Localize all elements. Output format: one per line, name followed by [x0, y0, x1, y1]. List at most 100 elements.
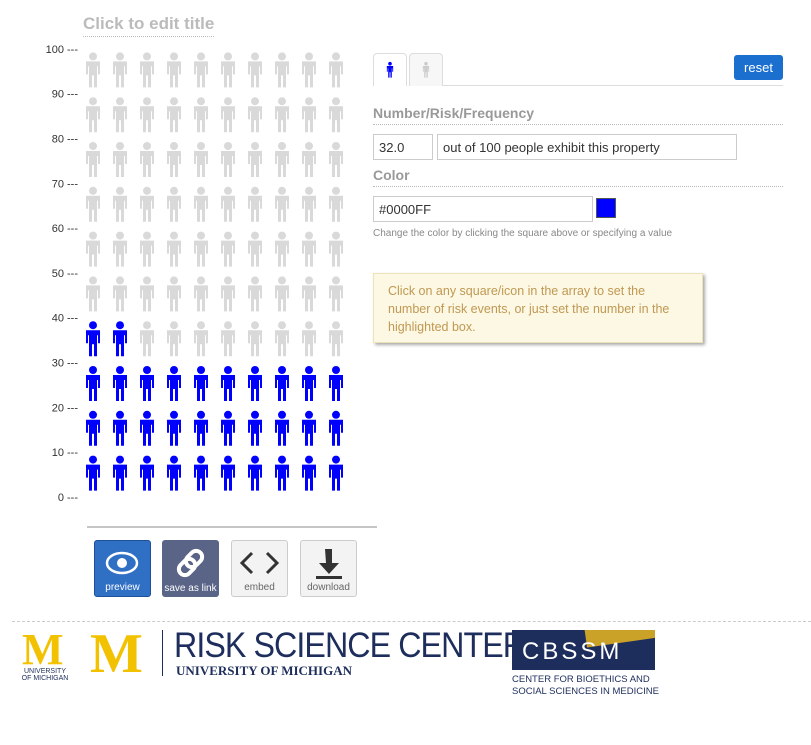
person-icon[interactable] — [221, 366, 235, 401]
person-icon[interactable] — [248, 97, 262, 133]
person-icon[interactable] — [113, 52, 127, 88]
person-icon[interactable] — [86, 410, 100, 446]
person-icon[interactable] — [221, 410, 235, 446]
person-icon[interactable] — [302, 52, 316, 88]
person-icon[interactable] — [113, 321, 127, 357]
person-icon[interactable] — [113, 186, 127, 222]
person-icon[interactable] — [302, 97, 316, 133]
person-icon[interactable] — [140, 142, 154, 177]
person-icon[interactable] — [167, 52, 181, 88]
person-icon[interactable] — [302, 455, 316, 491]
person-icon[interactable] — [86, 97, 100, 133]
color-input[interactable]: #0000FF — [373, 196, 593, 222]
tab-inactive[interactable] — [409, 53, 443, 86]
person-icon[interactable] — [140, 231, 154, 267]
preview-button[interactable]: preview — [94, 540, 151, 597]
person-icon[interactable] — [113, 410, 127, 446]
person-icon[interactable] — [140, 321, 154, 357]
person-icon[interactable] — [275, 276, 289, 312]
person-icon[interactable] — [86, 186, 100, 222]
person-icon[interactable] — [275, 366, 289, 401]
person-icon[interactable] — [167, 276, 181, 312]
person-icon[interactable] — [194, 142, 208, 177]
person-icon[interactable] — [329, 276, 343, 312]
person-icon[interactable] — [248, 186, 262, 222]
person-icon[interactable] — [329, 186, 343, 222]
person-icon[interactable] — [221, 276, 235, 312]
person-icon[interactable] — [140, 276, 154, 312]
person-icon[interactable] — [86, 455, 100, 491]
person-icon[interactable] — [140, 455, 154, 491]
person-icon[interactable] — [248, 276, 262, 312]
person-icon[interactable] — [113, 455, 127, 491]
person-icon[interactable] — [221, 142, 235, 177]
person-icon[interactable] — [275, 52, 289, 88]
person-icon[interactable] — [86, 366, 100, 401]
person-icon[interactable] — [167, 321, 181, 357]
person-icon[interactable] — [140, 97, 154, 133]
tab-active[interactable] — [373, 53, 407, 86]
person-icon[interactable] — [221, 321, 235, 357]
person-icon[interactable] — [194, 52, 208, 88]
person-icon[interactable] — [302, 186, 316, 222]
person-icon[interactable] — [221, 97, 235, 133]
number-text[interactable]: out of 100 people exhibit this property — [437, 134, 737, 160]
person-icon[interactable] — [329, 52, 343, 88]
person-icon[interactable] — [275, 410, 289, 446]
person-icon[interactable] — [221, 455, 235, 491]
person-icon[interactable] — [167, 186, 181, 222]
person-icon[interactable] — [167, 142, 181, 177]
person-icon[interactable] — [329, 410, 343, 446]
person-icon[interactable] — [140, 410, 154, 446]
person-icon[interactable] — [248, 52, 262, 88]
person-icon[interactable] — [248, 231, 262, 267]
person-icon[interactable] — [248, 321, 262, 357]
person-icon[interactable] — [194, 97, 208, 133]
person-icon[interactable] — [329, 321, 343, 357]
person-icon[interactable] — [248, 142, 262, 177]
person-icon[interactable] — [113, 366, 127, 401]
person-icon[interactable] — [221, 231, 235, 267]
person-icon[interactable] — [194, 276, 208, 312]
person-icon[interactable] — [167, 455, 181, 491]
color-swatch[interactable] — [596, 198, 616, 218]
person-icon[interactable] — [275, 321, 289, 357]
person-icon[interactable] — [302, 321, 316, 357]
person-icon[interactable] — [194, 321, 208, 357]
person-icon[interactable] — [167, 410, 181, 446]
person-icon[interactable] — [275, 97, 289, 133]
person-icon[interactable] — [194, 366, 208, 401]
person-icon[interactable] — [275, 455, 289, 491]
title[interactable]: Click to edit title — [83, 14, 215, 37]
person-icon[interactable] — [329, 455, 343, 491]
download-button[interactable]: download — [300, 540, 357, 597]
person-icon[interactable] — [248, 410, 262, 446]
person-icon[interactable] — [86, 321, 100, 357]
person-icon[interactable] — [167, 366, 181, 401]
person-icon[interactable] — [113, 276, 127, 312]
person-icon[interactable] — [113, 97, 127, 133]
person-icon[interactable] — [167, 97, 181, 133]
person-icon[interactable] — [275, 142, 289, 177]
person-icon[interactable] — [221, 52, 235, 88]
person-icon[interactable] — [86, 52, 100, 88]
person-icon[interactable] — [194, 186, 208, 222]
person-icon[interactable] — [248, 455, 262, 491]
embed-button[interactable]: embed — [231, 540, 288, 597]
reset-button[interactable]: reset — [734, 55, 783, 80]
person-icon[interactable] — [194, 455, 208, 491]
person-icon[interactable] — [329, 231, 343, 267]
person-icon[interactable] — [194, 410, 208, 446]
person-icon[interactable] — [302, 231, 316, 267]
person-icon[interactable] — [248, 366, 262, 401]
person-icon[interactable] — [275, 231, 289, 267]
person-icon[interactable] — [86, 231, 100, 267]
person-icon[interactable] — [302, 142, 316, 177]
number-input[interactable]: 32.0 — [373, 134, 433, 160]
person-icon[interactable] — [140, 186, 154, 222]
person-icon[interactable] — [302, 366, 316, 401]
person-icon[interactable] — [113, 142, 127, 177]
person-icon[interactable] — [140, 52, 154, 88]
person-icon[interactable] — [86, 276, 100, 312]
save-link-button[interactable]: save as link — [162, 540, 219, 597]
